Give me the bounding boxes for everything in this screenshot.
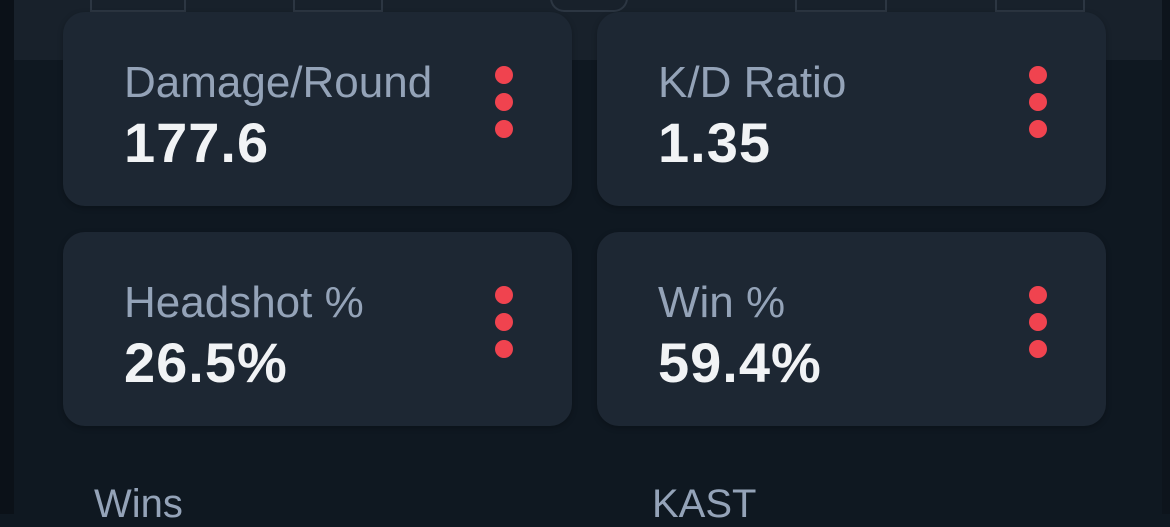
dot — [495, 120, 513, 138]
dot — [495, 286, 513, 304]
dot — [495, 66, 513, 84]
stat-value: 59.4% — [658, 331, 822, 394]
stat-label: Damage/Round — [124, 58, 433, 107]
tab-outline[interactable] — [795, 0, 887, 12]
stat-card-kd-ratio: K/D Ratio 1.35 — [597, 12, 1106, 206]
stat-card-headshot: Headshot % 26.5% — [63, 232, 572, 426]
stat-label: K/D Ratio — [658, 58, 847, 107]
more-vertical-icon[interactable] — [1025, 286, 1051, 368]
dot — [1029, 286, 1047, 304]
stat-card-win-pct: Win % 59.4% — [597, 232, 1106, 426]
tab-outline[interactable] — [550, 0, 628, 12]
stat-value: 26.5% — [124, 331, 288, 394]
stat-card-damage-round: Damage/Round 177.6 — [63, 12, 572, 206]
right-border — [1162, 0, 1170, 514]
left-border — [0, 0, 14, 514]
more-vertical-icon[interactable] — [491, 286, 517, 368]
dot — [1029, 93, 1047, 111]
dot — [1029, 66, 1047, 84]
more-vertical-icon[interactable] — [1025, 66, 1051, 148]
dot — [1029, 340, 1047, 358]
section-title-kast: KAST — [652, 482, 757, 526]
stat-label: Headshot % — [124, 278, 364, 327]
dot — [495, 93, 513, 111]
section-title-wins: Wins — [94, 482, 183, 526]
dot — [1029, 120, 1047, 138]
stat-value: 177.6 — [124, 111, 270, 174]
stat-label: Win % — [658, 278, 786, 327]
dot — [1029, 313, 1047, 331]
stat-value: 1.35 — [658, 111, 771, 174]
tab-outline[interactable] — [90, 0, 186, 12]
tab-outline[interactable] — [293, 0, 383, 12]
tab-outline[interactable] — [995, 0, 1085, 12]
dot — [495, 340, 513, 358]
more-vertical-icon[interactable] — [491, 66, 517, 148]
dot — [495, 313, 513, 331]
